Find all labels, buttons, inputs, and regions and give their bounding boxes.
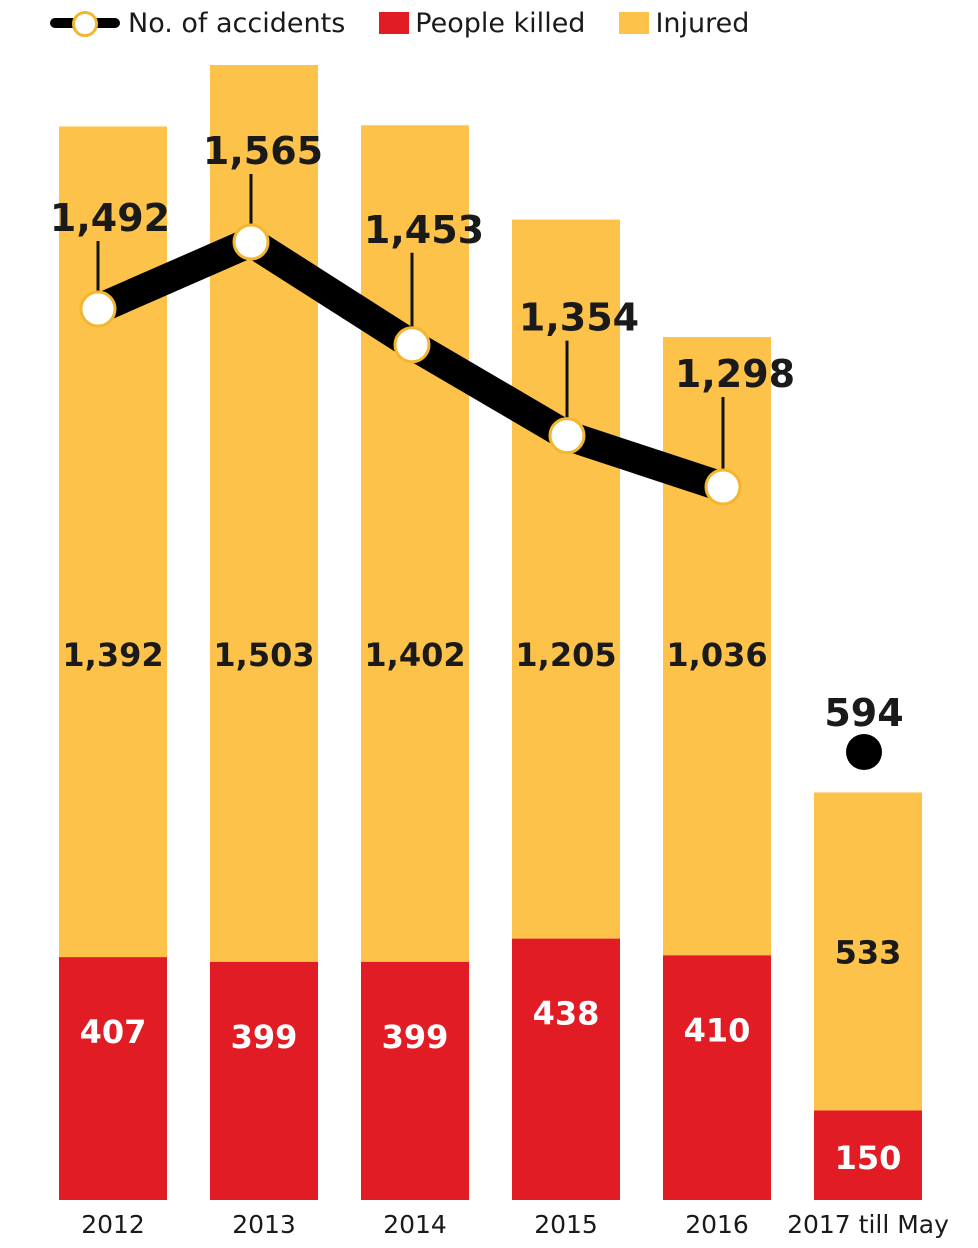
label-killed-2: 399 xyxy=(382,1018,449,1056)
accidents-point-1 xyxy=(232,223,270,261)
accidents-label-1: 1,565 xyxy=(203,129,323,173)
accidents-point-5 xyxy=(846,734,882,770)
label-injured-4: 1,036 xyxy=(666,636,767,674)
legend-label-accidents: No. of accidents xyxy=(128,7,346,39)
legend-item-accidents: No. of accidents xyxy=(50,8,345,39)
bar-injured-2015 xyxy=(512,219,620,939)
label-killed-4: 410 xyxy=(684,1011,751,1049)
tick-label-5: 2017 till May xyxy=(787,1210,949,1239)
accidents-label-4: 1,298 xyxy=(675,352,795,396)
label-killed-0: 407 xyxy=(80,1013,147,1051)
accidents-point-0 xyxy=(79,290,117,328)
accidents-label-0: 1,492 xyxy=(50,196,170,240)
label-injured-2: 1,402 xyxy=(364,636,465,674)
accidents-point-4 xyxy=(704,468,742,506)
legend-swatch-killed xyxy=(379,12,410,34)
tick-label-4: 2016 xyxy=(685,1210,749,1239)
tick-label-2: 2014 xyxy=(383,1210,447,1239)
label-injured-0: 1,392 xyxy=(62,636,163,674)
bar-injured-2016 xyxy=(663,337,771,956)
label-killed-1: 399 xyxy=(231,1018,298,1056)
accidents-label-3: 1,354 xyxy=(519,296,639,340)
bar-killed-2014 xyxy=(361,961,469,1200)
label-injured-5: 533 xyxy=(835,933,902,971)
tick-label-3: 2015 xyxy=(534,1210,598,1239)
accidents-point-3 xyxy=(548,417,586,455)
label-killed-5: 150 xyxy=(835,1139,902,1177)
bar-injured-2014 xyxy=(361,125,469,962)
legend-label-killed: People killed xyxy=(415,7,586,39)
bar-killed-2017-till-May xyxy=(814,1110,922,1200)
bar-injured-2012 xyxy=(59,126,167,958)
legend-item-injured: Injured xyxy=(619,8,749,39)
legend-item-killed: People killed xyxy=(379,8,585,39)
label-injured-3: 1,205 xyxy=(515,636,616,674)
label-killed-3: 438 xyxy=(533,995,600,1033)
bar-killed-2015 xyxy=(512,938,620,1200)
legend-label-injured: Injured xyxy=(655,7,750,39)
tick-label-0: 2012 xyxy=(81,1210,145,1239)
bar-injured-2017-till-May xyxy=(814,792,922,1111)
tick-label-1: 2013 xyxy=(232,1210,296,1239)
accidents-label-5: 594 xyxy=(824,691,903,735)
legend: No. of accidents People killed Injured xyxy=(50,4,783,42)
label-injured-1: 1,503 xyxy=(213,636,314,674)
bar-injured-2013 xyxy=(210,65,318,962)
bar-killed-2012 xyxy=(59,957,167,1200)
accidents-label-2: 1,453 xyxy=(364,208,484,252)
accidents-point-2 xyxy=(393,326,431,364)
legend-line-marker-icon xyxy=(50,11,126,37)
bar-killed-2013 xyxy=(210,961,318,1200)
legend-swatch-injured xyxy=(619,12,650,34)
bar-killed-2016 xyxy=(663,955,771,1200)
